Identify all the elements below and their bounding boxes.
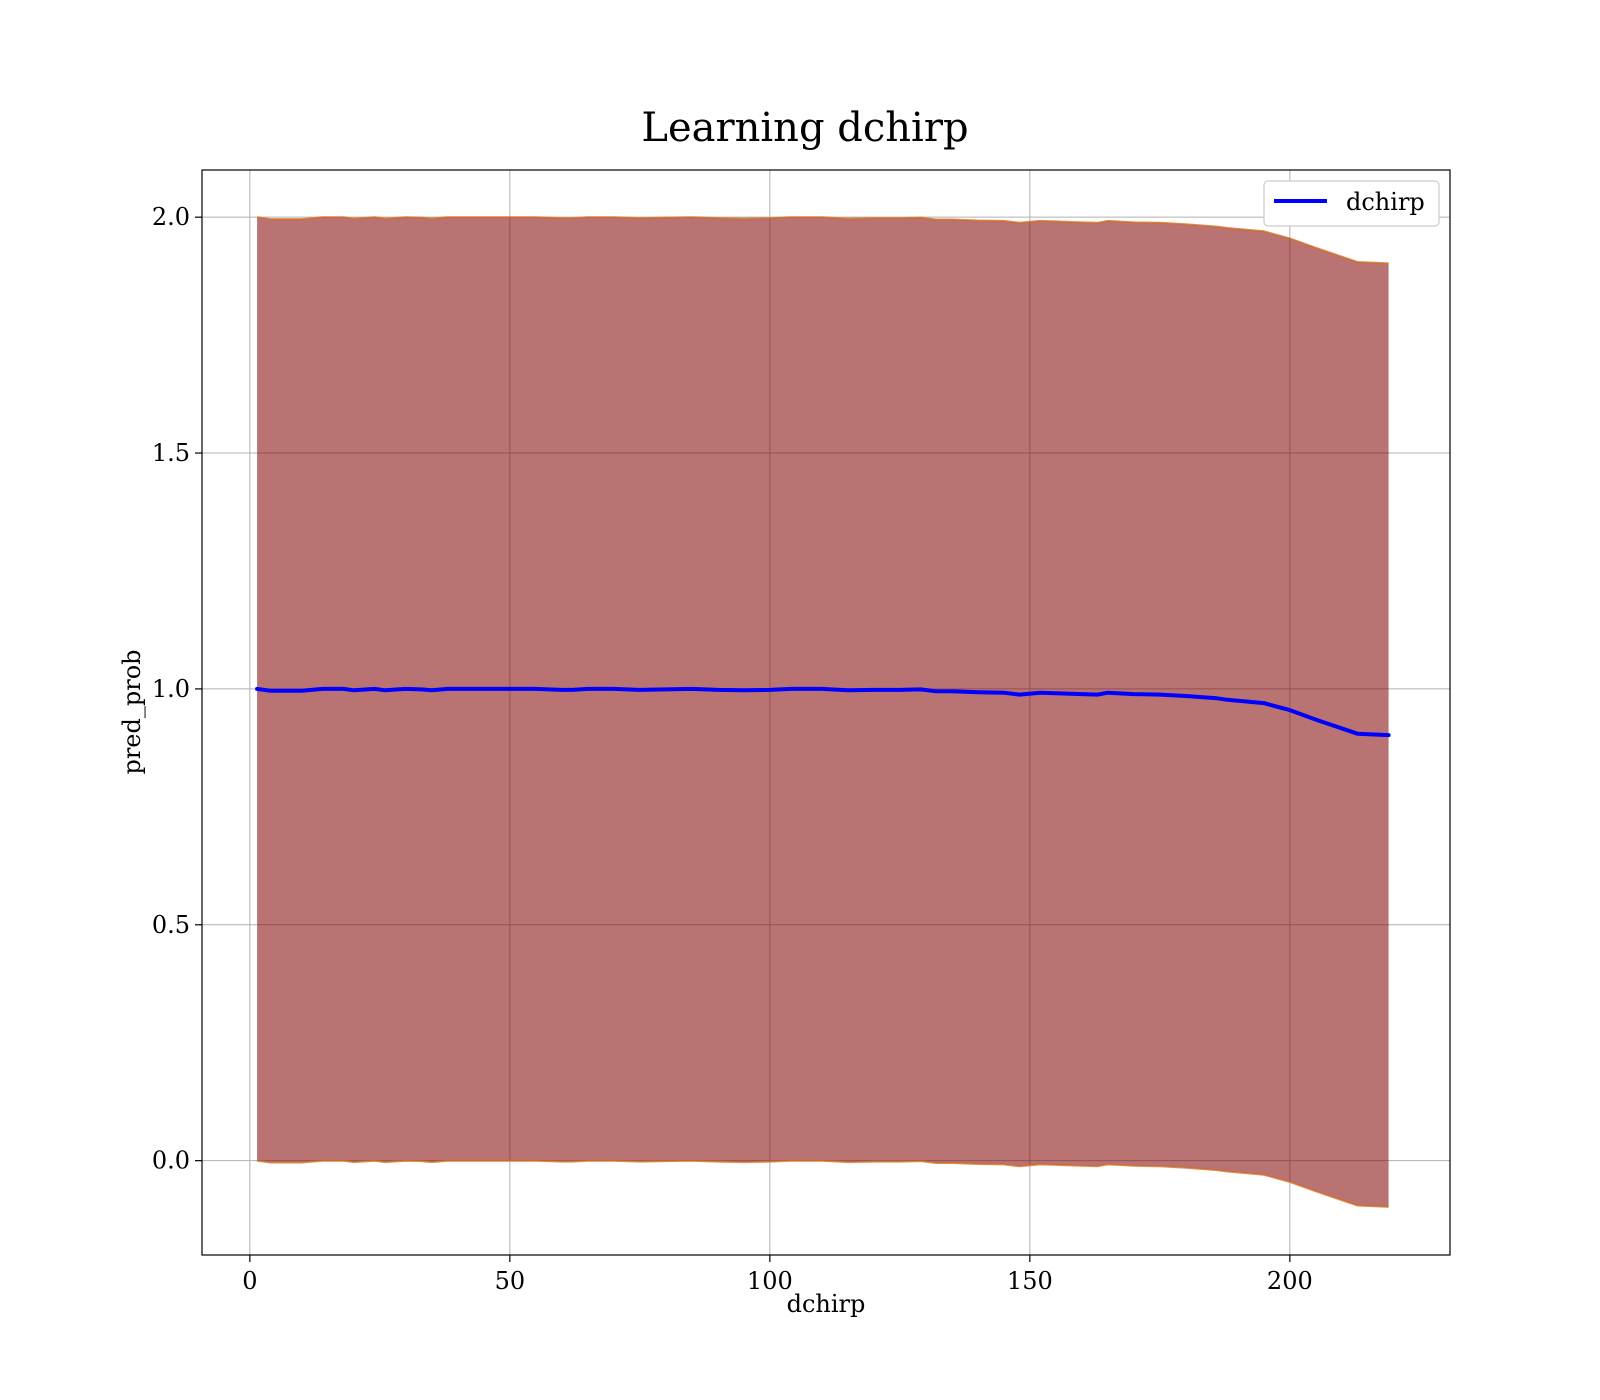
- plot-area-frame: [201, 169, 1451, 1256]
- series-line-dchirp: [255, 686, 1391, 738]
- x-tick-label: 150: [1007, 1267, 1053, 1295]
- band-lower-edge: [256, 1159, 1389, 1208]
- x-axis-ticks: 0 50 100 150 200: [242, 1255, 1313, 1295]
- y-tick-label: 0.5: [152, 911, 190, 939]
- legend-label-dchirp: dchirp: [1346, 188, 1425, 216]
- x-tick-label: 100: [747, 1267, 793, 1295]
- series-line-layer: [255, 686, 1391, 738]
- y-tick-label: 1.0: [152, 675, 190, 703]
- x-axis-label: dchirp: [787, 1290, 866, 1318]
- y-tick-label: 2.0: [152, 203, 190, 231]
- y-tick-label: 1.5: [152, 439, 190, 467]
- y-axis-ticks: 0.0 0.5 1.0 1.5 2.0: [152, 203, 202, 1175]
- y-axis-label: pred_prob: [118, 649, 146, 774]
- chart-title: Learning dchirp: [641, 105, 968, 151]
- legend: dchirp: [1263, 180, 1440, 227]
- x-tick-label: 200: [1267, 1267, 1313, 1295]
- y-tick-label: 0.0: [152, 1147, 190, 1175]
- x-tick-label: 0: [242, 1267, 257, 1295]
- uncertainty-band-layer: [256, 216, 1389, 1208]
- x-tick-label: 50: [495, 1267, 526, 1295]
- legend-box: [1263, 180, 1440, 227]
- band-upper-edge: [256, 216, 1389, 265]
- uncertainty-band: [257, 217, 1389, 1207]
